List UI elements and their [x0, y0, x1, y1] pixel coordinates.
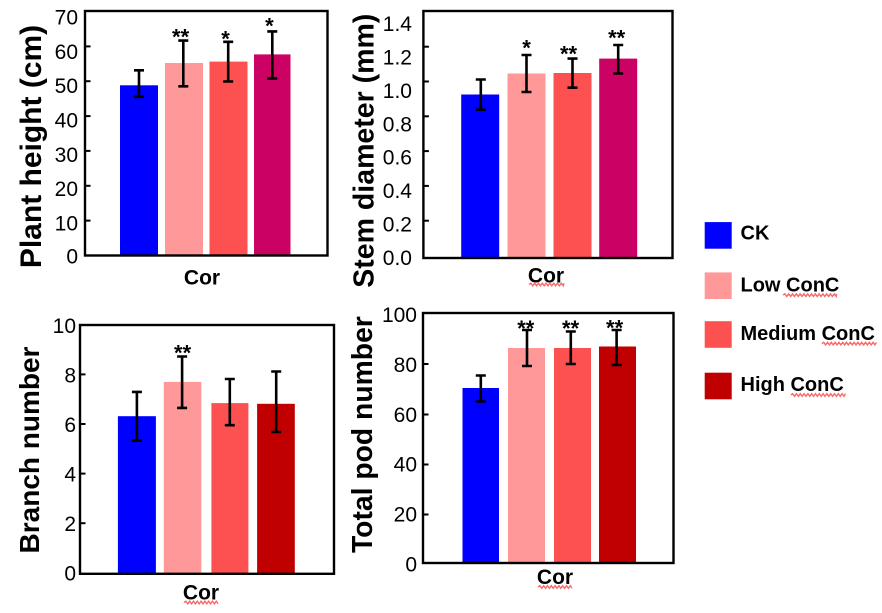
svg-text:60: 60: [394, 404, 417, 427]
svg-text:Low ConC: Low ConC: [741, 274, 840, 296]
svg-text:0.0: 0.0: [383, 247, 412, 270]
svg-text:10: 10: [55, 212, 78, 235]
svg-text:10: 10: [53, 315, 76, 338]
svg-text:Cor: Cor: [183, 582, 219, 605]
svg-text:0.6: 0.6: [383, 147, 412, 170]
svg-text:Cor: Cor: [528, 264, 564, 287]
svg-text:*: *: [221, 27, 230, 52]
svg-text:1.4: 1.4: [383, 13, 413, 36]
svg-text:0.8: 0.8: [383, 113, 412, 136]
svg-text:0: 0: [66, 245, 78, 268]
svg-text:Plant height (cm): Plant height (cm): [15, 25, 48, 268]
svg-text:**: **: [174, 341, 192, 366]
svg-text:2: 2: [64, 513, 76, 536]
svg-text:100: 100: [382, 304, 417, 327]
svg-text:0: 0: [405, 553, 417, 576]
svg-text:Cor: Cor: [184, 267, 220, 290]
svg-text:**: **: [562, 316, 580, 341]
svg-text:Cor: Cor: [537, 566, 573, 589]
svg-text:70: 70: [55, 7, 78, 30]
svg-text:4: 4: [64, 463, 76, 486]
svg-text:0.4: 0.4: [383, 180, 413, 203]
svg-text:8: 8: [64, 365, 76, 388]
svg-text:**: **: [517, 316, 535, 341]
svg-text:High ConC: High ConC: [741, 374, 844, 396]
svg-text:Branch number: Branch number: [14, 346, 45, 553]
svg-text:Stem diameter (mm): Stem diameter (mm): [349, 14, 381, 288]
svg-text:**: **: [606, 315, 624, 340]
svg-text:50: 50: [55, 75, 78, 98]
svg-text:Medium ConC: Medium ConC: [741, 323, 875, 345]
svg-text:60: 60: [55, 41, 78, 64]
svg-text:40: 40: [55, 110, 78, 133]
svg-text:80: 80: [394, 354, 417, 377]
svg-text:1.0: 1.0: [383, 80, 412, 103]
svg-text:20: 20: [55, 178, 78, 201]
svg-text:*: *: [265, 13, 274, 38]
svg-text:**: **: [172, 25, 190, 50]
svg-text:CK: CK: [741, 223, 770, 245]
svg-text:1.2: 1.2: [383, 46, 412, 69]
svg-text:20: 20: [394, 504, 417, 527]
svg-text:40: 40: [394, 454, 417, 477]
svg-text:**: **: [560, 41, 578, 66]
svg-text:*: *: [522, 36, 531, 61]
svg-text:30: 30: [55, 144, 78, 167]
svg-text:**: **: [608, 26, 626, 51]
svg-text:0: 0: [64, 562, 76, 585]
svg-text:Total pod number: Total pod number: [346, 316, 378, 553]
svg-text:0.2: 0.2: [383, 214, 412, 237]
svg-text:6: 6: [64, 414, 76, 437]
